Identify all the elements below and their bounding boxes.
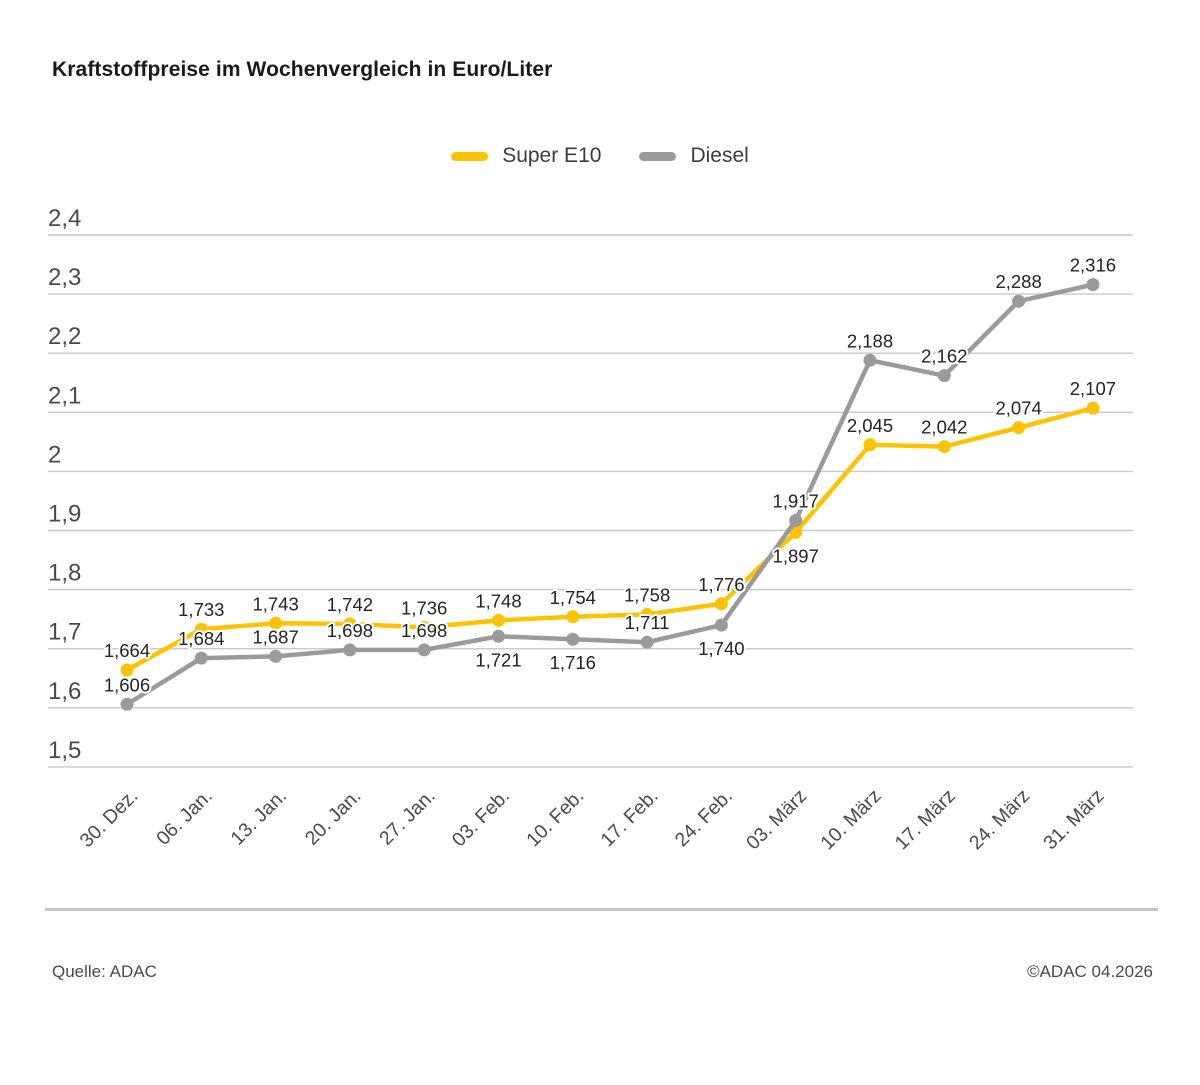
data-label-diesel: 1,684 <box>178 628 224 649</box>
data-point-super-e10 <box>714 597 728 611</box>
y-axis-tick-label: 2,2 <box>48 323 81 350</box>
data-point-diesel <box>492 629 505 643</box>
y-axis-tick-label: 2,4 <box>48 205 81 232</box>
data-point-super-e10 <box>640 607 654 621</box>
data-label-super-e10: 1,748 <box>475 590 521 611</box>
data-label-super-e10: 2,074 <box>995 398 1041 419</box>
x-axis-tick-label: 31. März <box>1039 785 1108 854</box>
source-note: Quelle: ADAC <box>52 962 157 981</box>
x-axis-tick-label: 13. Jan. <box>227 785 292 850</box>
y-axis-tick-label: 1,7 <box>48 619 81 646</box>
data-point-diesel <box>269 649 283 663</box>
x-axis-tick-label: 17. Feb. <box>596 785 662 851</box>
copyright-note: ©ADAC 04.2026 <box>1027 962 1153 981</box>
legend-item-super-e10: Super E10 <box>451 144 601 168</box>
data-point-super-e10 <box>492 613 505 627</box>
data-label-diesel: 1,606 <box>104 674 150 695</box>
data-point-super-e10 <box>343 617 357 631</box>
data-label-diesel: 1,917 <box>773 490 819 511</box>
x-axis-tick-label: 10. März <box>816 785 885 854</box>
diesel-color-swatch <box>639 151 677 161</box>
x-axis-tick-label: 06. Jan. <box>152 785 217 850</box>
data-point-diesel <box>566 632 580 646</box>
footer-divider <box>45 908 1158 911</box>
data-label-diesel: 2,162 <box>921 346 967 367</box>
data-point-super-e10 <box>194 622 208 636</box>
x-axis-tick-label: 27. Jan. <box>375 785 440 850</box>
data-point-super-e10 <box>1086 401 1100 415</box>
x-axis-tick-label: 03. März <box>742 785 811 854</box>
series-line-diesel <box>124 282 1096 707</box>
data-label-super-e10: 1,742 <box>327 594 373 615</box>
data-label-super-e10: 1,733 <box>178 599 224 620</box>
data-label-diesel: 1,687 <box>252 626 298 647</box>
data-label-diesel: 2,288 <box>995 271 1041 292</box>
chart-title: Kraftstoffpreise im Wochenvergleich in E… <box>52 58 553 81</box>
legend-item-diesel: Diesel <box>639 144 749 168</box>
y-axis-tick-label: 2,1 <box>48 382 81 409</box>
line-chart: 2,4 2,3 2,2 2,1 2 1,9 1,8 1,7 1,6 1,5 30. Dez. 06. … <box>48 205 1133 854</box>
y-axis-tick-label: 2 <box>48 441 61 468</box>
data-point-super-e10 <box>789 525 803 539</box>
data-label-super-e10: 1,743 <box>252 593 298 614</box>
data-point-super-e10 <box>566 610 580 624</box>
data-label-super-e10: 1,664 <box>104 640 150 661</box>
x-axis-tick-label: 10. Feb. <box>522 785 588 851</box>
data-label-super-e10: 1,758 <box>624 584 670 605</box>
super-e10-color-swatch <box>451 151 489 161</box>
data-label-super-e10: 1,897 <box>773 545 819 566</box>
x-axis-tick-label: 17. März <box>891 785 960 854</box>
y-axis-tick-label: 2,3 <box>48 264 81 291</box>
data-point-diesel <box>194 651 208 665</box>
data-label-diesel: 1,698 <box>401 620 447 641</box>
data-point-super-e10 <box>937 440 951 454</box>
data-point-diesel <box>937 369 951 383</box>
data-point-super-e10 <box>417 620 431 634</box>
x-axis-tick-label: 24. Feb. <box>671 785 737 851</box>
y-axis-tick-label: 1,5 <box>48 737 81 764</box>
data-point-diesel <box>1086 278 1100 292</box>
data-point-super-e10 <box>120 663 134 677</box>
legend-label-diesel: Diesel <box>690 144 749 167</box>
data-label-super-e10: 1,776 <box>698 574 744 595</box>
y-axis-tick-label: 1,8 <box>48 560 81 587</box>
legend-label-super-e10: Super E10 <box>502 144 602 167</box>
data-label-diesel: 1,740 <box>698 638 744 659</box>
data-label-super-e10: 2,107 <box>1070 378 1116 399</box>
data-label-diesel: 1,711 <box>625 612 670 633</box>
data-label-diesel: 1,721 <box>475 649 521 670</box>
x-axis-tick-label: 03. Feb. <box>448 785 514 851</box>
data-label-super-e10: 1,754 <box>550 587 596 608</box>
data-point-diesel <box>1012 294 1026 308</box>
series-line-super-e10 <box>124 405 1096 673</box>
data-point-super-e10 <box>1012 421 1026 435</box>
y-axis-tick-label: 1,9 <box>48 501 81 528</box>
x-axis-tick-label: 20. Jan. <box>301 785 366 850</box>
data-label-super-e10: 2,045 <box>847 415 893 436</box>
data-point-diesel <box>640 635 654 649</box>
data-label-diesel: 2,188 <box>847 330 893 351</box>
x-axis-tick-label: 30. Dez. <box>76 785 143 852</box>
y-axis-tick-label: 1,6 <box>48 678 81 705</box>
data-point-super-e10 <box>863 438 877 452</box>
chart-footer: Quelle: ADAC ©ADAC 04.2026 <box>52 962 1153 982</box>
x-axis-tick-label: 24. März <box>965 785 1034 854</box>
data-label-diesel: 2,316 <box>1070 255 1116 276</box>
data-point-diesel <box>714 618 728 632</box>
data-point-diesel <box>863 353 877 367</box>
chart-legend: Super E10 Diesel <box>0 144 1200 168</box>
data-point-diesel <box>417 643 431 657</box>
data-label-super-e10: 2,042 <box>921 417 967 438</box>
data-label-diesel: 1,716 <box>550 652 596 673</box>
data-point-super-e10 <box>269 616 283 630</box>
data-point-diesel <box>789 513 803 527</box>
data-point-diesel <box>343 643 357 657</box>
data-point-diesel <box>120 697 134 711</box>
data-label-diesel: 1,698 <box>327 620 373 641</box>
data-label-super-e10: 1,736 <box>401 597 447 618</box>
